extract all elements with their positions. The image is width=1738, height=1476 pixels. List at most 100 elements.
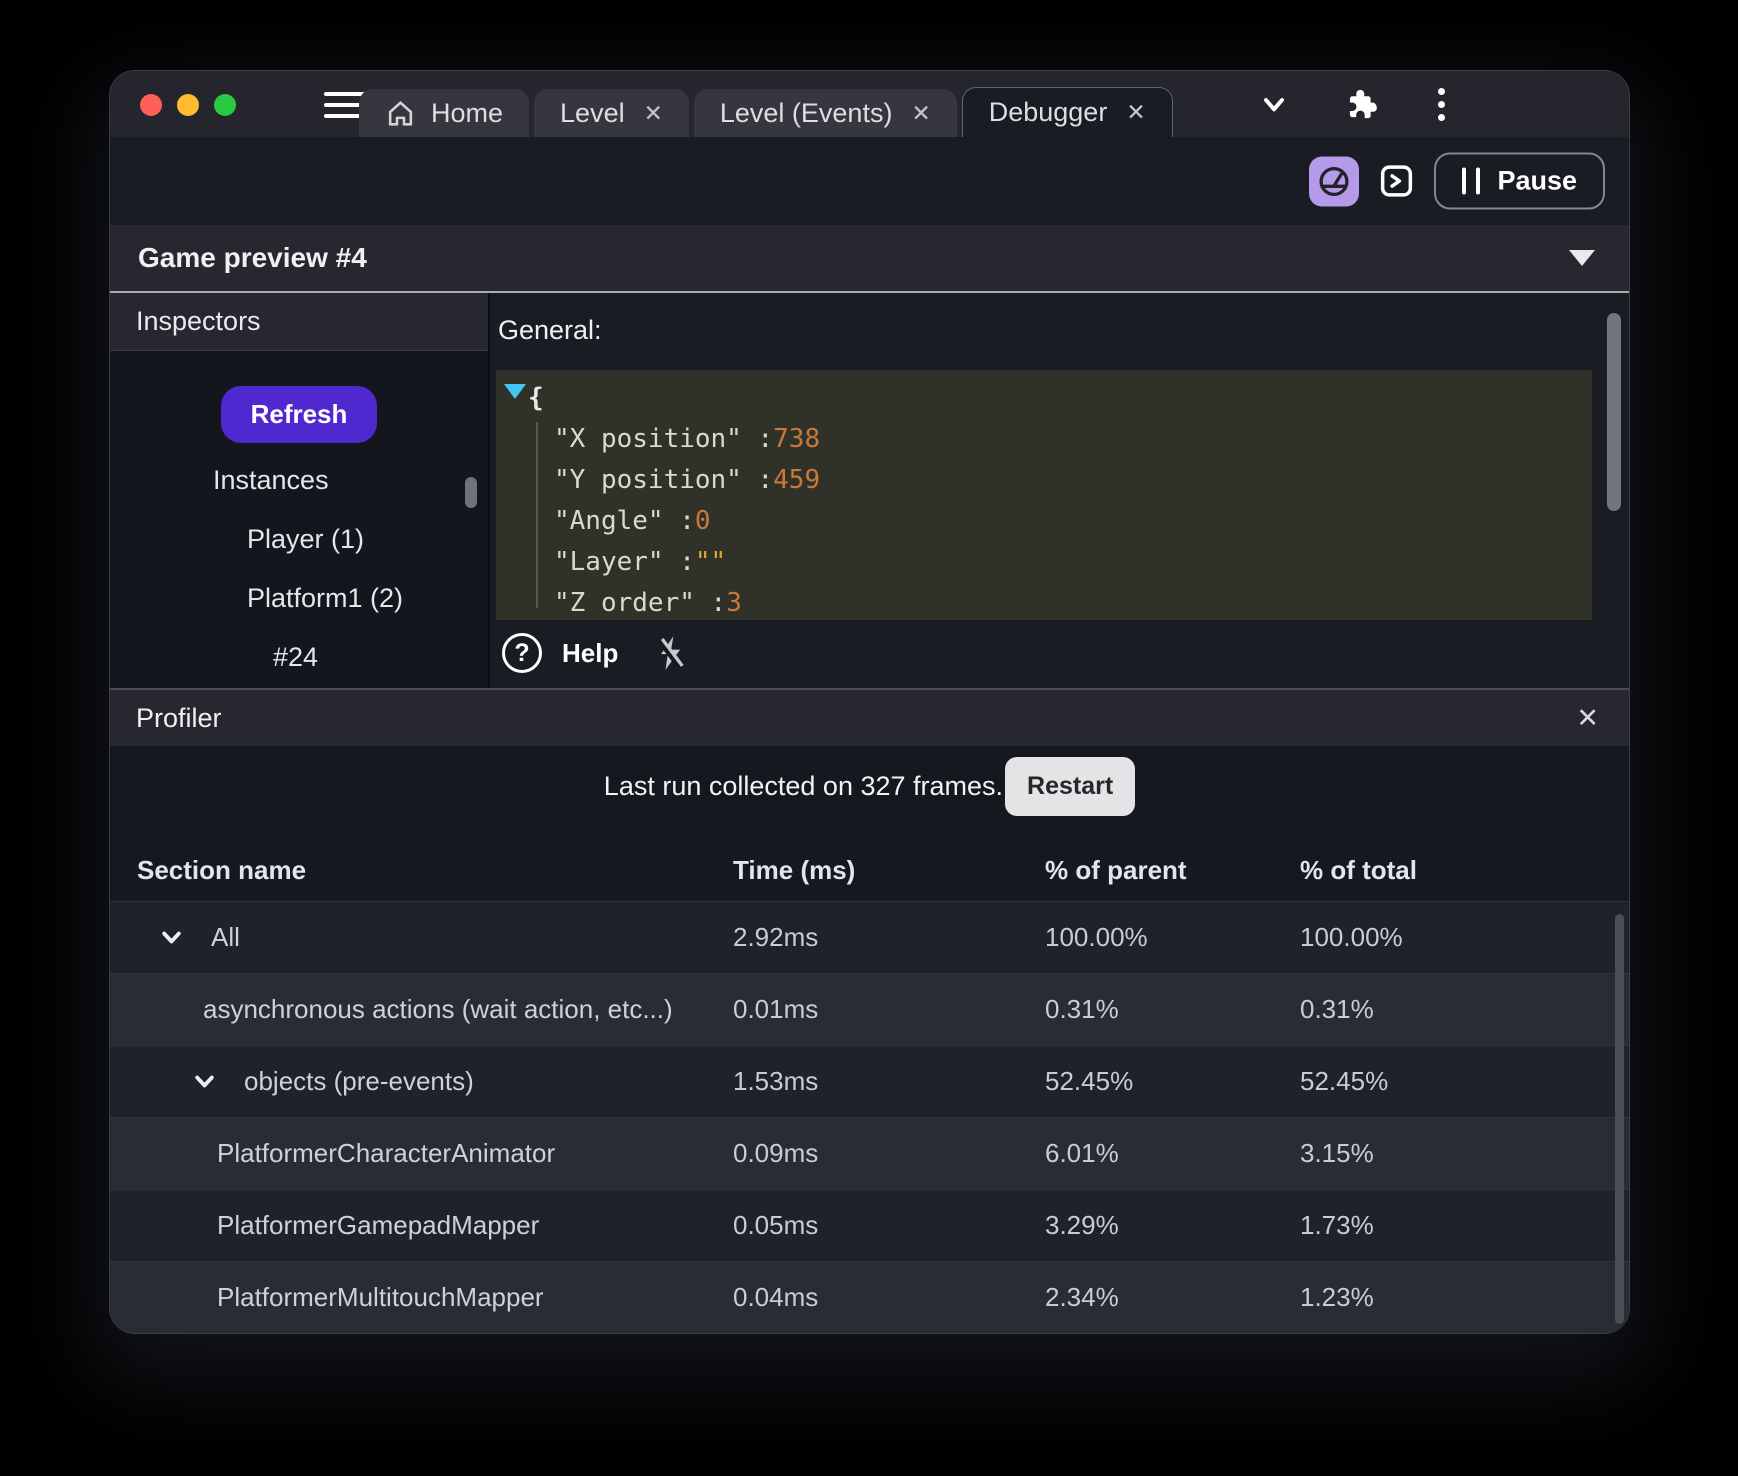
general-scrollbar[interactable] [1607, 313, 1621, 511]
tab-close-icon[interactable]: ✕ [1126, 99, 1146, 125]
hamburger-menu-icon[interactable] [324, 90, 370, 120]
help-icon[interactable]: ? [502, 633, 542, 673]
zoom-window-button[interactable] [214, 94, 236, 116]
profiler-title: Profiler [136, 702, 222, 733]
json-key: "Z order" : [554, 587, 727, 618]
tab-label: Level [560, 97, 625, 128]
tab-bar: Home Level ✕ Level (Events) ✕ Debugger ✕ [359, 87, 1178, 137]
gauge-icon [1319, 166, 1349, 196]
debugger-toolbar: Pause [110, 137, 1629, 225]
inspectors-panel: Inspectors Refresh Instances Player (1) Pl… [110, 293, 490, 688]
json-value: 0 [694, 505, 711, 536]
profiler-toggle-button[interactable] [1309, 156, 1360, 206]
json-key: "Angle" : [554, 505, 695, 536]
tab-level-events-[interactable]: Level (Events) ✕ [693, 89, 957, 137]
profiler-table-header: Section name Time (ms) % of parent % of tot… [110, 839, 1629, 901]
json-open-brace: { [528, 383, 544, 413]
json-field-angle: "Angle" : 0 [496, 500, 1592, 541]
tab-close-icon[interactable]: ✕ [911, 99, 931, 126]
inspectors-header: Inspectors [110, 293, 488, 351]
kebab-menu-icon[interactable] [1432, 87, 1451, 121]
profiler-row-platformergamepadmapper[interactable]: PlatformerGamepadMapper 0.05ms 3.29% 1.73% [110, 1189, 1629, 1261]
json-field-x-position: "X position" : 738 [496, 418, 1592, 459]
inspector-item-platform1-2-[interactable]: Platform1 (2) [247, 583, 404, 613]
general-panel: General: { "X position" : 738 "Y position… [490, 293, 1629, 688]
section-name: objects (pre-events) [244, 1066, 474, 1096]
tab-debugger[interactable]: Debugger ✕ [961, 87, 1173, 137]
profiler-row-asynchronous-actions-wait-action-etc-[interactable]: asynchronous actions (wait action, etc..… [110, 973, 1629, 1045]
pause-button[interactable]: Pause [1434, 152, 1605, 210]
titlebar: Home Level ✕ Level (Events) ✕ Debugger ✕ [110, 71, 1629, 137]
json-field-layer: "Layer" : "" [496, 541, 1592, 582]
percent-total-cell: 52.45% [1300, 1066, 1389, 1096]
tab-label: Debugger [988, 97, 1108, 127]
debugger-window: Home Level ✕ Level (Events) ✕ Debugger ✕ [109, 70, 1630, 1334]
pause-label: Pause [1497, 165, 1577, 196]
collapse-caret-icon[interactable] [1569, 250, 1595, 266]
profiler-status-text: Last run collected on 327 frames. [603, 770, 1004, 801]
time-cell: 1.53ms [733, 1066, 819, 1096]
pause-icon [1462, 167, 1481, 195]
time-cell: 0.04ms [733, 1282, 819, 1312]
console-toggle-button[interactable] [1379, 164, 1414, 199]
percent-parent-cell: 100.00% [1045, 922, 1148, 952]
profiler-scrollbar[interactable] [1615, 914, 1624, 1324]
section-name: asynchronous actions (wait action, etc..… [203, 994, 673, 1024]
json-value: 459 [773, 464, 821, 495]
inspector-item-player-1-[interactable]: Player (1) [247, 524, 365, 554]
game-preview-bar[interactable]: Game preview #4 [110, 225, 1629, 293]
profiler-row-platformermultitouchmapper[interactable]: PlatformerMultitouchMapper 0.04ms 2.34% 1.2… [110, 1261, 1629, 1333]
section-name: PlatformerCharacterAnimator [217, 1138, 556, 1168]
time-cell: 0.05ms [733, 1210, 819, 1240]
help-label[interactable]: Help [562, 637, 619, 668]
chevron-down-icon[interactable] [1258, 88, 1290, 120]
profiler-row-platformercharacteranimator[interactable]: PlatformerCharacterAnimator 0.09ms 6.01% 3.… [110, 1117, 1629, 1189]
help-row: ? Help [496, 620, 1592, 686]
percent-total-cell: 1.23% [1300, 1282, 1374, 1312]
bolt-slash-icon[interactable] [652, 634, 688, 672]
json-key: "X position" : [554, 423, 774, 454]
column-header--of-parent: % of parent [1045, 854, 1187, 885]
chevron-down-icon[interactable] [158, 924, 185, 951]
minimize-window-button[interactable] [177, 94, 199, 116]
column-header--of-total: % of total [1300, 854, 1417, 885]
tab-label: Home [431, 97, 504, 128]
collapse-triangle-icon[interactable] [504, 384, 526, 399]
percent-total-cell: 0.31% [1300, 994, 1374, 1024]
general-title: General: [498, 315, 602, 345]
inspectors-title: Inspectors [136, 306, 261, 336]
close-icon[interactable]: ✕ [1576, 702, 1599, 733]
percent-total-cell: 1.73% [1300, 1210, 1374, 1240]
percent-parent-cell: 3.29% [1045, 1210, 1119, 1240]
percent-total-cell: 3.15% [1300, 1138, 1374, 1168]
percent-total-cell: 100.00% [1300, 922, 1403, 952]
inspector-item--24[interactable]: #24 [273, 642, 319, 672]
titlebar-right-icons [1258, 71, 1451, 137]
profiler-status-row: Last run collected on 327 frames. Restar… [110, 746, 1629, 826]
refresh-button[interactable]: Refresh [220, 386, 378, 443]
section-name: All [211, 922, 240, 952]
tab-home[interactable]: Home [359, 89, 530, 137]
percent-parent-cell: 6.01% [1045, 1138, 1119, 1168]
json-key: "Layer" : [554, 546, 695, 577]
restart-button[interactable]: Restart [1005, 756, 1136, 816]
json-value: 738 [773, 423, 821, 454]
json-field-y-position: "Y position" : 459 [496, 459, 1592, 500]
time-cell: 0.01ms [733, 994, 819, 1024]
inspectors-scrollbar[interactable] [465, 477, 477, 508]
profiler-row-all[interactable]: All 2.92ms 100.00% 100.00% [110, 901, 1629, 973]
tab-close-icon[interactable]: ✕ [643, 99, 663, 126]
traffic-lights [140, 94, 236, 116]
profiler-header: Profiler ✕ [110, 688, 1629, 746]
inspector-item-instances[interactable]: Instances [213, 465, 329, 495]
close-window-button[interactable] [140, 94, 162, 116]
percent-parent-cell: 0.31% [1045, 994, 1119, 1024]
profiler-row-objects-pre-events-[interactable]: objects (pre-events) 1.53ms 52.45% 52.45% [110, 1045, 1629, 1117]
content-row: Inspectors Refresh Instances Player (1) Pl… [110, 293, 1629, 688]
puzzle-extensions-icon[interactable] [1344, 87, 1378, 121]
json-value: 3 [726, 587, 742, 618]
chevron-down-icon[interactable] [191, 1068, 218, 1095]
time-cell: 0.09ms [733, 1138, 819, 1168]
profiler-panel: Last run collected on 327 frames. Restar… [110, 746, 1629, 1333]
tab-level[interactable]: Level ✕ [534, 89, 689, 137]
